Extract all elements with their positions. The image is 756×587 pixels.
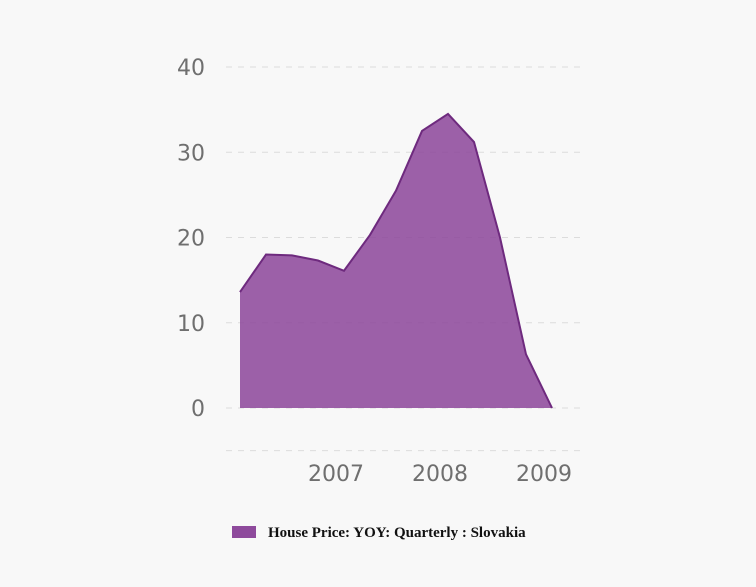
x-tick-label: 2007 xyxy=(308,462,364,487)
x-tick-label: 2008 xyxy=(412,462,468,487)
y-tick-label: 0 xyxy=(191,397,205,422)
x-tick-label: 2009 xyxy=(516,462,572,487)
legend-swatch xyxy=(232,526,256,538)
x-axis: 2007 2008 2009 xyxy=(308,462,572,487)
y-tick-label: 40 xyxy=(177,56,205,81)
series-area-layer xyxy=(239,112,553,409)
y-tick-label: 20 xyxy=(177,227,205,252)
series-line xyxy=(239,112,553,409)
y-axis: 0 10 20 30 40 xyxy=(177,56,205,422)
series-area[interactable] xyxy=(240,113,552,408)
legend-label: House Price: YOY: Quarterly : Slovakia xyxy=(268,525,526,541)
y-tick-label: 10 xyxy=(177,312,205,337)
legend[interactable]: House Price: YOY: Quarterly : Slovakia xyxy=(232,525,526,541)
y-tick-label: 30 xyxy=(177,141,205,166)
